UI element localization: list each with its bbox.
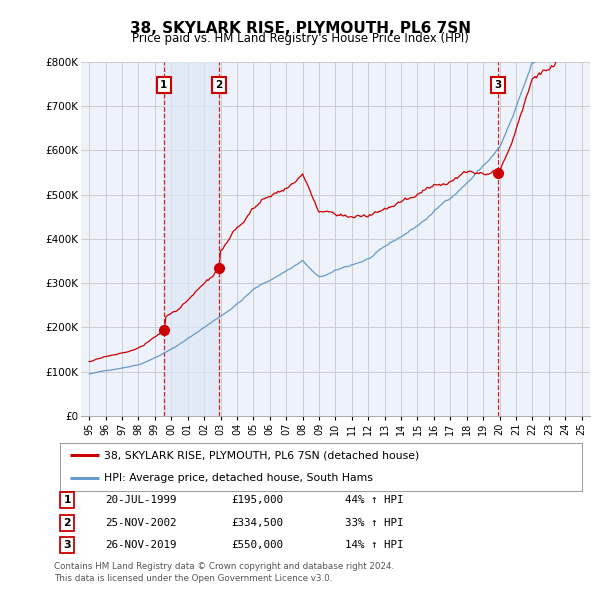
Text: 20-JUL-1999: 20-JUL-1999 [105, 496, 176, 505]
Text: 14% ↑ HPI: 14% ↑ HPI [345, 540, 404, 550]
Text: £334,500: £334,500 [231, 518, 283, 527]
Text: 1: 1 [160, 80, 167, 90]
Text: 3: 3 [64, 540, 71, 550]
Text: £195,000: £195,000 [231, 496, 283, 505]
Text: 25-NOV-2002: 25-NOV-2002 [105, 518, 176, 527]
Text: 44% ↑ HPI: 44% ↑ HPI [345, 496, 404, 505]
Text: 3: 3 [494, 80, 502, 90]
Text: 26-NOV-2019: 26-NOV-2019 [105, 540, 176, 550]
Text: 1: 1 [64, 496, 71, 505]
Text: 33% ↑ HPI: 33% ↑ HPI [345, 518, 404, 527]
Text: 2: 2 [64, 518, 71, 527]
Text: 38, SKYLARK RISE, PLYMOUTH, PL6 7SN: 38, SKYLARK RISE, PLYMOUTH, PL6 7SN [130, 21, 470, 35]
Text: Contains HM Land Registry data © Crown copyright and database right 2024.: Contains HM Land Registry data © Crown c… [54, 562, 394, 571]
Text: HPI: Average price, detached house, South Hams: HPI: Average price, detached house, Sout… [104, 473, 373, 483]
Text: 2: 2 [215, 80, 223, 90]
Text: £550,000: £550,000 [231, 540, 283, 550]
Text: This data is licensed under the Open Government Licence v3.0.: This data is licensed under the Open Gov… [54, 574, 332, 583]
Text: Price paid vs. HM Land Registry's House Price Index (HPI): Price paid vs. HM Land Registry's House … [131, 32, 469, 45]
Bar [164, 62, 219, 416]
Text: 38, SKYLARK RISE, PLYMOUTH, PL6 7SN (detached house): 38, SKYLARK RISE, PLYMOUTH, PL6 7SN (det… [104, 450, 419, 460]
